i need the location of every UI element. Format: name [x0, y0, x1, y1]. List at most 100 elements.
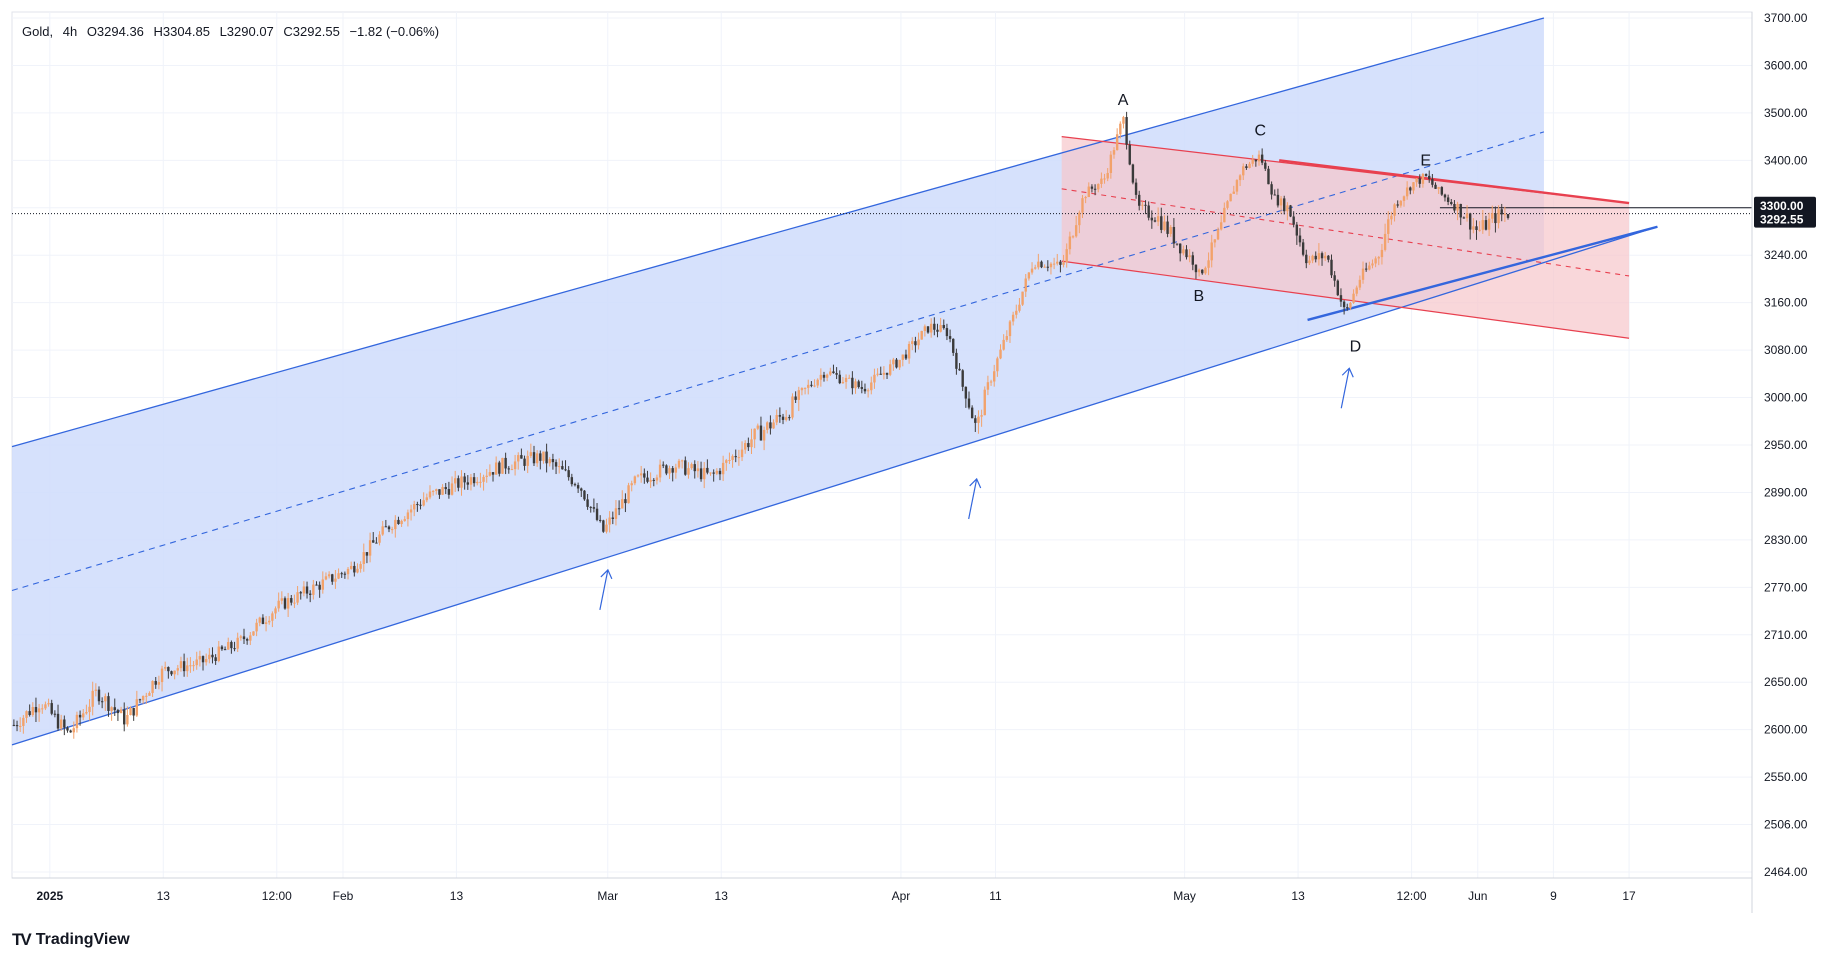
- candle-body: [781, 416, 785, 420]
- candle-body: [895, 359, 898, 368]
- candle-body: [208, 654, 211, 660]
- candle-body: [148, 692, 151, 696]
- candle-body: [1361, 268, 1365, 280]
- candle-body: [400, 520, 403, 525]
- candle-body: [1349, 302, 1352, 309]
- candle-body: [687, 468, 690, 475]
- candle-body: [274, 608, 277, 614]
- candle-body: [718, 470, 722, 475]
- candle-body: [1500, 209, 1503, 215]
- candle-body: [510, 469, 514, 471]
- candle-body: [211, 654, 214, 658]
- x-tick-label: 12:00: [262, 889, 292, 903]
- x-tick-label: Apr: [892, 889, 911, 903]
- candle-body: [1456, 203, 1459, 211]
- candle-body: [217, 646, 220, 661]
- y-tick-label: 2650.00: [1764, 675, 1808, 689]
- candle-body: [132, 707, 135, 716]
- candle-body: [315, 584, 318, 586]
- candle-body: [453, 478, 457, 484]
- candle-body: [898, 359, 901, 368]
- candle-body: [491, 472, 495, 475]
- candle-body: [135, 699, 139, 716]
- candle-body: [693, 464, 696, 472]
- candle-body: [958, 368, 961, 371]
- candle-body: [176, 668, 180, 671]
- x-tick-label: Mar: [597, 889, 618, 903]
- candle-body: [848, 377, 851, 379]
- candle-body: [239, 636, 243, 638]
- candle-body: [53, 713, 57, 715]
- resistance-price-label: 3300.00: [1760, 199, 1804, 213]
- candle-body: [91, 690, 94, 707]
- wave-label-c: C: [1254, 122, 1266, 139]
- candle-body: [378, 534, 381, 543]
- candle-body: [816, 379, 819, 386]
- candle-body: [1188, 255, 1191, 258]
- candle-body: [167, 667, 170, 672]
- candle-body: [1037, 261, 1040, 268]
- candle-body: [1396, 204, 1399, 206]
- candle-body: [472, 477, 476, 484]
- candle-body: [1283, 198, 1286, 212]
- candle-body: [1185, 249, 1188, 258]
- candle-body: [936, 329, 939, 332]
- candle-body: [1141, 204, 1144, 206]
- candle-body: [1049, 263, 1053, 268]
- candle-body: [907, 343, 911, 359]
- candle-body: [1409, 187, 1412, 191]
- candle-body: [1465, 213, 1469, 219]
- candle-body: [1178, 243, 1182, 254]
- candle-body: [1424, 174, 1428, 176]
- candle-body: [422, 500, 425, 506]
- candle-body: [384, 526, 388, 528]
- candle-body: [1005, 336, 1009, 340]
- candle-body: [901, 354, 905, 360]
- tradingview-brand[interactable]: TV TradingView: [12, 930, 130, 950]
- candle-body: [1087, 186, 1090, 198]
- interval-label[interactable]: 4h: [62, 24, 78, 39]
- symbol-name[interactable]: Gold: [22, 24, 50, 39]
- candle-body: [933, 323, 936, 330]
- candle-body: [1317, 253, 1321, 260]
- candle-body: [756, 425, 760, 429]
- candle-body: [807, 384, 810, 388]
- candle-body: [305, 586, 309, 594]
- candle-body: [419, 504, 422, 506]
- candle-body: [1223, 207, 1226, 223]
- candle-body: [740, 449, 744, 458]
- candle-body: [662, 464, 665, 466]
- candle-body: [1503, 214, 1507, 216]
- x-tick-label: 12:00: [1397, 889, 1427, 903]
- candle-body: [1197, 269, 1201, 273]
- candle-body: [791, 396, 794, 418]
- candle-body: [290, 598, 293, 603]
- candle-body: [1472, 226, 1475, 230]
- candle-body: [119, 709, 123, 714]
- resistance-price-label-bg: [1754, 196, 1816, 214]
- y-tick-label: 3160.00: [1764, 296, 1808, 310]
- candle-body: [138, 699, 142, 701]
- candle-body: [186, 665, 189, 672]
- candle-body: [372, 540, 375, 543]
- candle-body: [28, 711, 31, 716]
- candle-body: [1097, 183, 1100, 190]
- candle-body: [532, 452, 536, 464]
- candle-body: [160, 668, 164, 683]
- candle-body: [743, 443, 747, 450]
- x-tick-label: 17: [1622, 889, 1636, 903]
- x-tick-label: 9: [1550, 889, 1557, 903]
- candle-body: [999, 349, 1002, 359]
- y-tick-label: 2950.00: [1764, 438, 1808, 452]
- y-tick-label: 3500.00: [1764, 106, 1808, 120]
- candle-body: [1390, 215, 1393, 220]
- candle-body: [684, 460, 687, 475]
- candle-body: [1342, 301, 1346, 308]
- candle-body: [674, 467, 678, 473]
- candle-body: [1289, 205, 1292, 217]
- candle-body: [854, 381, 857, 389]
- candle-body: [63, 719, 66, 728]
- candle-body: [517, 455, 520, 462]
- candle-body: [838, 374, 841, 384]
